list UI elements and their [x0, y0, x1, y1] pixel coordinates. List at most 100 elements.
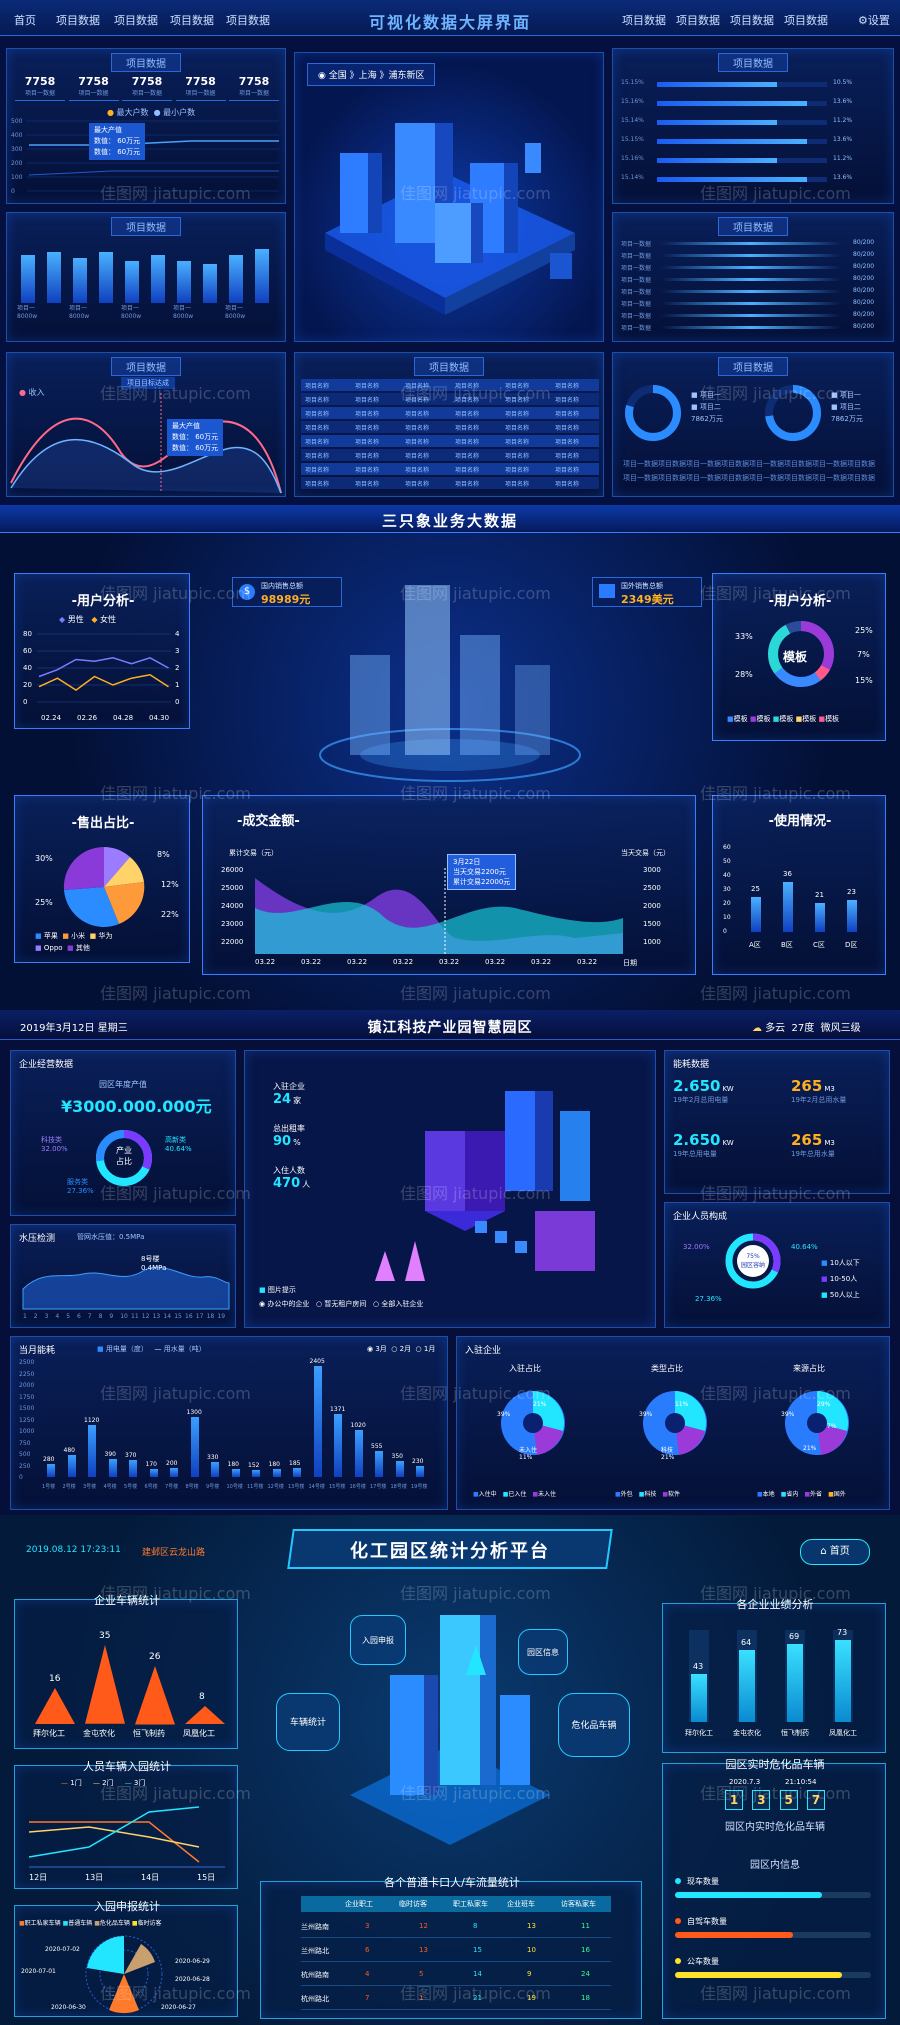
location-breadcrumb[interactable]: ◉ 全国 》上海 》浦东新区 [307, 63, 436, 86]
wave-chart [10, 393, 282, 494]
stream-label: 项目一数据 [621, 241, 652, 248]
tab-march[interactable]: ◉ 3月 [367, 1345, 387, 1353]
rt-digit: 1 [725, 1790, 743, 1810]
kpi-card: 7758 项目一数据 [15, 75, 65, 101]
park-stat-unit: 家 [293, 1096, 302, 1105]
water-x-tick: 19 [217, 1313, 226, 1320]
y-tick-right: 2 [175, 664, 179, 672]
map-legend: ■ 图片提示 ◉ 办公中的企业 ○ 暂无租户房间 ○ 全部入驻企业 [259, 1286, 424, 1308]
water-x-axis: 1 2 3 4 5 6 7 8 9 10 11 12 13 14 15 16 17 18 19 [23, 1313, 229, 1323]
park-stat-unit: 人 [302, 1180, 311, 1189]
vehicle-value: 8 [199, 1692, 205, 1702]
monthly-bar [211, 1461, 219, 1477]
park-stat-value-row: 470 人 [273, 1176, 310, 1191]
nav-item-8[interactable]: 项目数据 [784, 14, 828, 27]
chemical-city-illustration [350, 1615, 550, 1845]
apply-date: 2020-06-30 [51, 2004, 86, 2011]
x-tick: 04.28 [113, 714, 133, 722]
hbar-chart: 15.15% 10.5% 15.16% 13.6% 15.14% 11.2% 15.15% 1… [621, 79, 887, 199]
nav-item-5[interactable]: 项目数据 [622, 14, 666, 27]
pie-label: 21% [533, 1401, 547, 1408]
vehicle-label: 凤凰化工 [183, 1729, 215, 1738]
panel-title: 入驻企业 [465, 1346, 502, 1356]
vehicle-label: 恒飞制药 [133, 1729, 165, 1738]
vehicle-triangle [185, 1706, 225, 1724]
people-legend: ■ 10人以下 ■ 10-50人 ■ 50人以上 [821, 1259, 860, 1299]
hex-park-info[interactable]: 园区信息 [518, 1629, 568, 1675]
entry-x-tick: 15日 [197, 1873, 216, 1882]
monthly-x-label: 2号楼 [62, 1484, 76, 1490]
monthly-bar-value: 1371 [330, 1405, 346, 1413]
nav-item-1[interactable]: 项目数据 [56, 14, 100, 27]
monthly-bar [416, 1466, 424, 1477]
hbar-left-label: 15.15% [621, 79, 644, 86]
table-cell: 项目名称 [555, 453, 580, 460]
monthly-bar-value: 555 [371, 1443, 383, 1451]
panel-entry-stats: 人员车辆入园统计 — 1门 — 2门 — 3门 12日 13日 14日 15日 [14, 1760, 238, 1889]
table-cell: 5 [419, 1970, 424, 1978]
table-cell: 10 [527, 1946, 536, 1954]
panel-hbars: 项目数据 15.15% 10.5% 15.16% 13.6% 15.14% 11.2% 15… [612, 48, 894, 204]
monthly-x-label: 19号楼 [411, 1484, 428, 1490]
donut-right [765, 385, 821, 441]
rt-digit: 5 [779, 1790, 798, 1810]
panel-scores: 各企业业绩分析 43 拜尔化工 64 金屯农化 69 恒飞制药 73 凤凰化工 [662, 1598, 886, 1753]
line-chart: 500 400 300 200 100 0 [11, 118, 279, 195]
bar-caption-value: 8000w [17, 313, 38, 320]
monthly-bar-value: 1120 [84, 1417, 100, 1425]
stream-value: 80/200 [853, 251, 875, 258]
tab-feb[interactable]: ○ 2月 [391, 1345, 412, 1353]
header-cell: 访客私家车 [561, 1900, 596, 1908]
water-x-tick: 9 [109, 1313, 114, 1320]
deal-y-right: 2000 [643, 902, 661, 910]
tab-jan[interactable]: ○ 1月 [415, 1345, 436, 1353]
energy-card: 265 M3 19年总用水量 [791, 1131, 891, 1159]
rt-subtitle: 园区内实时危化品车辆 [725, 1822, 825, 1833]
legend-label: 省内 [786, 1491, 799, 1498]
monthly-bar [67, 1454, 76, 1477]
hex-vehicle-stats[interactable]: 车辆统计 [276, 1693, 340, 1751]
nav-item-6[interactable]: 项目数据 [676, 14, 720, 27]
home-button[interactable]: ⌂ 首页 [800, 1539, 870, 1565]
nav-item-2[interactable]: 项目数据 [114, 14, 158, 27]
table-cell: 项目名称 [405, 383, 430, 390]
monthly-bar [252, 1470, 260, 1477]
energy-value-row: 2.650 KW [673, 1077, 773, 1095]
hex-hazmat[interactable]: 危化品车辆 [558, 1693, 630, 1757]
nav-item-3[interactable]: 项目数据 [170, 14, 214, 27]
header-bar [0, 1010, 900, 1040]
usage-y-tick: 50 [723, 858, 731, 865]
table-cell: 项目名称 [305, 411, 330, 418]
wave-chip: 项目目标达成 [121, 377, 175, 389]
panel-title: 项目数据 [414, 357, 484, 376]
table-cell: 项目名称 [355, 411, 380, 418]
info-dot [675, 1878, 681, 1884]
nav-item-7[interactable]: 项目数据 [730, 14, 774, 27]
entry-line-chart [28, 1806, 225, 1868]
legend-swatch: ■ [780, 1491, 787, 1498]
wave-tooltip: 最大产值 数值： 60万元 数值： 60万元 [167, 419, 224, 456]
data-table: 项目名称 项目名称 项目名称 项目名称 项目名称 项目名称 项目名称 项目名称 项目名称 项目名称… [301, 379, 599, 493]
panel-title: 企业经营数据 [19, 1060, 74, 1070]
nav-home[interactable]: 首页 [14, 14, 36, 27]
nav-item-4[interactable]: 项目数据 [226, 14, 270, 27]
hex-apply[interactable]: 入园申报 [350, 1615, 406, 1665]
vehicle-triangle [35, 1688, 75, 1724]
settings-button[interactable]: ⚙设置 [858, 14, 890, 27]
y-tick-label: 200 [11, 160, 23, 167]
energy-value-row: 2.650 KW [673, 1131, 773, 1149]
info-fill [675, 1932, 793, 1938]
pie-label: 25% [35, 898, 53, 907]
table-cell: 项目名称 [355, 481, 380, 488]
table-cell: 项目名称 [355, 439, 380, 446]
hbar-value: 11.2% [833, 155, 853, 162]
monthly-bar-value: 480 [63, 1446, 75, 1454]
legend-label: 外包 [620, 1491, 633, 1498]
info-list: 现车数量 自驾车数量 公车数量 [675, 1876, 875, 2012]
hbar-fill [657, 139, 807, 144]
energy-value: 2.650 [673, 1077, 721, 1095]
vehicle-value: 26 [149, 1651, 161, 1662]
table-cell: 13 [419, 1946, 428, 1954]
vehicle-value: 35 [99, 1631, 111, 1642]
cloud-icon: ☁ [752, 1023, 766, 1034]
